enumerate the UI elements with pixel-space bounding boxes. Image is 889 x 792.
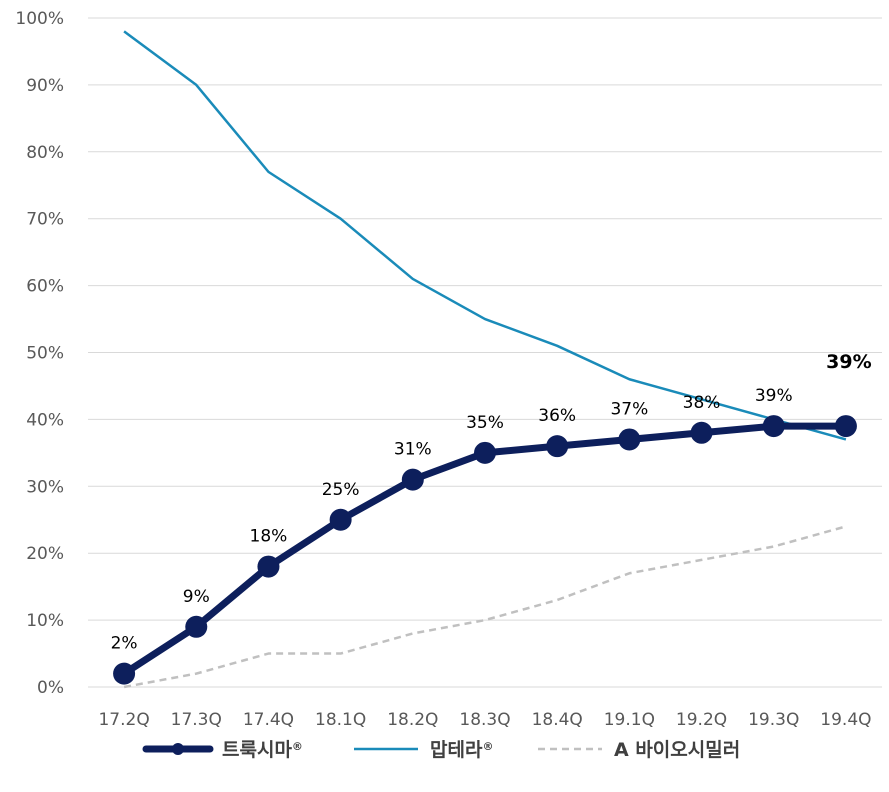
svg-text:맙테라®: 맙테라® xyxy=(430,739,493,761)
gridlines xyxy=(88,17,882,688)
x-tick-label: 18.4Q xyxy=(532,710,583,730)
y-tick-label: 70% xyxy=(26,210,64,230)
legend-label-a-biosimilar: A 바이오시밀러 xyxy=(614,739,740,761)
legend-label-mabthera: 맙테라 xyxy=(430,739,483,761)
data-label: 38% xyxy=(683,393,721,413)
x-tick-label: 18.2Q xyxy=(387,710,438,730)
x-tick-label: 18.3Q xyxy=(459,710,510,730)
x-tick-label: 19.3Q xyxy=(748,710,799,730)
y-tick-label: 20% xyxy=(26,544,64,564)
data-point-marker xyxy=(185,615,208,638)
data-label: 25% xyxy=(322,480,360,500)
data-point-marker xyxy=(618,428,641,451)
y-tick-label: 60% xyxy=(26,277,64,297)
legend-item-truxima: 트룩시마® xyxy=(142,739,303,761)
series-lines xyxy=(122,30,847,689)
data-label: 9% xyxy=(183,587,210,607)
y-tick-label: 30% xyxy=(26,477,64,497)
x-tick-label: 19.4Q xyxy=(820,710,871,730)
data-label: 36% xyxy=(538,406,576,426)
data-markers xyxy=(113,415,857,685)
y-tick-label: 40% xyxy=(26,410,64,430)
data-point-marker xyxy=(474,441,496,464)
data-label: 39% xyxy=(826,351,871,373)
data-point-marker xyxy=(257,555,280,578)
y-tick-label: 50% xyxy=(26,344,64,364)
data-label: 2% xyxy=(111,634,138,654)
series-line-1 xyxy=(123,30,847,441)
svg-text:트룩시마®: 트룩시마® xyxy=(222,739,303,761)
data-point-marker xyxy=(113,662,136,685)
y-tick-label: 100% xyxy=(15,9,64,29)
y-tick-label: 80% xyxy=(26,143,64,163)
y-tick-label: 90% xyxy=(26,76,64,96)
data-label: 35% xyxy=(466,413,504,433)
data-point-marker xyxy=(401,468,424,491)
series-line-2 xyxy=(123,525,847,689)
legend-label-truxima: 트룩시마 xyxy=(222,739,292,761)
data-point-marker xyxy=(546,435,569,458)
data-labels: 2% 9% 18% 25% 31% 35% 36% 37% 38% 39% 39% xyxy=(111,351,872,654)
data-point-marker xyxy=(762,415,785,438)
x-tick-label: 17.2Q xyxy=(98,710,149,730)
legend-item-mabthera: 맙테라® xyxy=(354,739,493,761)
data-point-marker xyxy=(690,421,713,444)
legend-item-a-biosimilar: A 바이오시밀러 xyxy=(538,739,740,761)
x-tick-label: 18.1Q xyxy=(315,710,366,730)
x-axis-tick-labels: 17.2Q 17.3Q 17.4Q 18.1Q 18.2Q 18.3Q 18.4Q 19.1Q… xyxy=(98,710,871,730)
x-tick-label: 19.2Q xyxy=(676,710,727,730)
x-tick-label: 17.3Q xyxy=(171,710,222,730)
data-label: 37% xyxy=(610,399,648,419)
legend-registered-mark: ® xyxy=(482,740,493,753)
x-tick-label: 19.1Q xyxy=(604,710,655,730)
legend: 트룩시마® 맙테라® A 바이오시밀러 xyxy=(142,739,740,761)
y-axis-tick-labels: 0% 10% 20% 30% 40% 50% 60% 70% 80% 90% 100% xyxy=(15,9,64,698)
y-tick-label: 10% xyxy=(26,611,64,631)
data-label: 18% xyxy=(250,527,288,547)
data-label: 31% xyxy=(394,440,432,460)
data-point-marker xyxy=(329,508,352,531)
data-point-marker xyxy=(834,415,857,438)
data-label: 39% xyxy=(755,386,793,406)
legend-registered-mark: ® xyxy=(292,740,303,753)
x-tick-label: 17.4Q xyxy=(243,710,294,730)
y-tick-label: 0% xyxy=(37,678,64,698)
